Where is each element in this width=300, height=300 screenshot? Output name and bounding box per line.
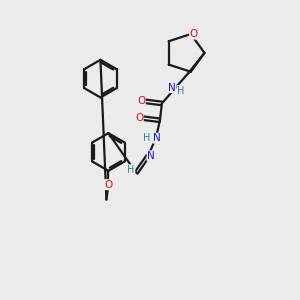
Text: N: N — [168, 82, 176, 93]
Text: H: H — [128, 165, 135, 175]
Text: H: H — [177, 85, 184, 96]
Text: N: N — [153, 133, 161, 143]
Text: O: O — [137, 97, 145, 106]
Text: H: H — [143, 133, 151, 143]
Text: O: O — [104, 180, 112, 190]
Text: O: O — [135, 113, 143, 123]
Text: N: N — [147, 151, 155, 161]
Text: O: O — [190, 29, 198, 39]
